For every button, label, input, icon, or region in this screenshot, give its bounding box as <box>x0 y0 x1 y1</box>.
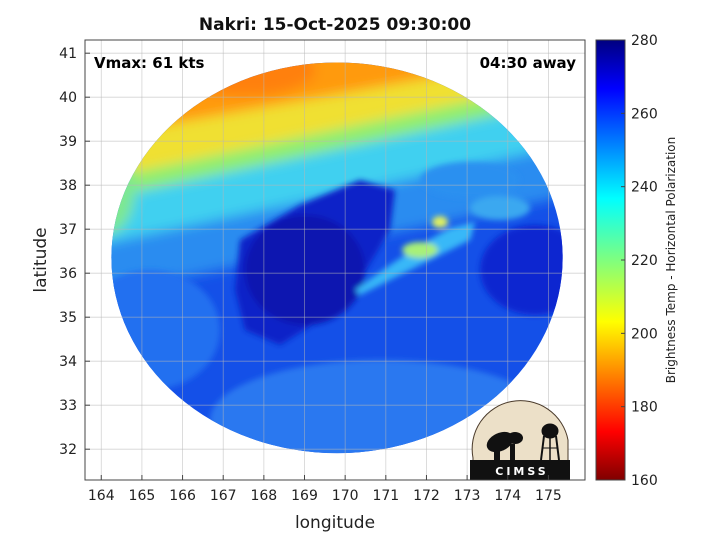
colorbar-tick-label: 180 <box>631 400 658 416</box>
colorbar-tick-label: 260 <box>631 106 658 122</box>
swath-image <box>111 62 563 454</box>
x-tick-label: 171 <box>372 488 399 504</box>
swath-rainband-spot <box>432 216 448 228</box>
y-tick-label: 39 <box>59 134 77 150</box>
colorbar-ticks: 280 260 240 220 200 180 160 <box>621 33 658 489</box>
water-tower-icon <box>540 423 560 461</box>
x-tick-label: 166 <box>169 488 196 504</box>
chart-title: Nakri: 15-Oct-2025 09:30:00 <box>199 15 471 35</box>
x-tick-label: 167 <box>210 488 237 504</box>
x-tick-label: 168 <box>250 488 277 504</box>
plot-area: Vmax: 61 kts 04:30 away CIMSS <box>84 39 586 481</box>
colorbar-tick-label: 160 <box>631 473 658 489</box>
x-tick-label: 169 <box>291 488 318 504</box>
vmax-annotation: Vmax: 61 kts <box>94 54 204 72</box>
x-axis-ticks: 164 165 166 167 168 169 170 171 172 173 174 175 <box>88 475 562 504</box>
y-axis-ticks: 32 33 34 35 36 37 38 39 40 41 <box>59 46 90 458</box>
y-tick-label: 41 <box>59 46 77 62</box>
colorbar-label: Brightness Temp - Horizontal Polarizatio… <box>664 137 678 384</box>
swath-rainband-hot <box>402 242 438 258</box>
y-tick-label: 37 <box>59 222 77 238</box>
logo-bar <box>470 460 570 480</box>
swath-cold-center <box>245 215 365 325</box>
x-tick-label: 164 <box>88 488 115 504</box>
x-tick-label: 173 <box>454 488 481 504</box>
swath-band-orange <box>111 62 563 140</box>
x-tick-label: 165 <box>129 488 156 504</box>
satellite-dish-icon <box>486 431 523 460</box>
y-tick-label: 36 <box>59 266 77 282</box>
colorbar-tick-label: 280 <box>631 33 658 49</box>
colorbar-tick-label: 200 <box>631 326 658 342</box>
swath-rainband <box>355 222 475 295</box>
colorbar: 280 260 240 220 200 180 160 Brightness Temp - … <box>595 33 678 489</box>
colorbar-gradient <box>595 39 626 481</box>
x-tick-label: 175 <box>535 488 562 504</box>
y-tick-label: 38 <box>59 178 77 194</box>
colorbar-tick-label: 240 <box>631 180 658 196</box>
swath-cell-ne <box>420 162 520 198</box>
y-tick-label: 32 <box>59 442 77 458</box>
colorbar-tick-label: 220 <box>631 253 658 269</box>
y-tick-label: 34 <box>59 354 77 370</box>
y-axis-label: latitude <box>31 227 51 292</box>
cimss-logo: CIMSS <box>470 400 570 481</box>
y-tick-label: 40 <box>59 90 77 106</box>
x-tick-label: 172 <box>413 488 440 504</box>
time-away-annotation: 04:30 away <box>480 54 577 72</box>
swath-cell-east <box>470 196 530 220</box>
logo-text: CIMSS <box>495 465 548 478</box>
x-tick-label: 170 <box>332 488 359 504</box>
plot-frame <box>84 39 586 481</box>
y-tick-label: 33 <box>59 398 77 414</box>
x-tick-label: 174 <box>494 488 521 504</box>
x-axis-label: longitude <box>295 513 375 533</box>
swath-band-cyan <box>111 91 563 267</box>
y-tick-label: 35 <box>59 310 77 326</box>
